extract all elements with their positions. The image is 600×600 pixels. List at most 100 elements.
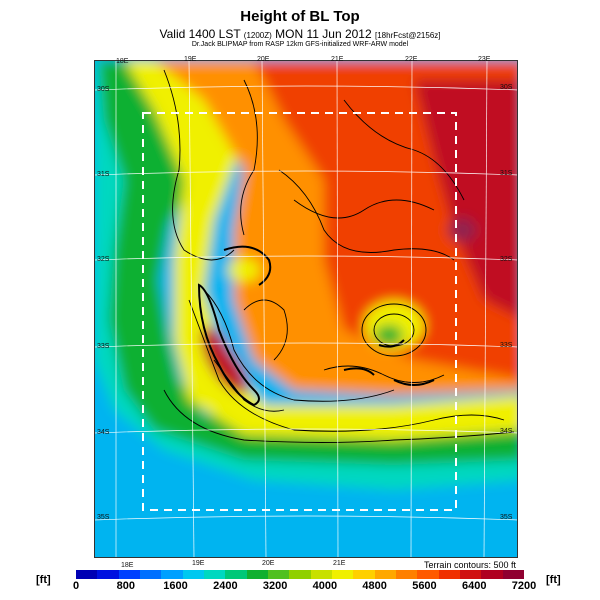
colorbar-swatch bbox=[203, 570, 226, 579]
lon-label-top: 21E bbox=[331, 56, 344, 63]
bold-contour bbox=[197, 283, 260, 407]
bl-low-core bbox=[375, 325, 403, 345]
terrain-contour bbox=[323, 365, 445, 383]
meridian-22e bbox=[410, 60, 413, 558]
lon-label-top: 22E bbox=[405, 56, 418, 63]
lat-label-left: 35S bbox=[97, 514, 110, 521]
lat-lon-grid bbox=[94, 60, 518, 558]
terrain-contour bbox=[293, 199, 435, 219]
chart-title: Height of BL Top bbox=[240, 8, 360, 25]
parallel-32s bbox=[94, 255, 518, 261]
terrain-contour bbox=[243, 299, 288, 361]
model-credit: Dr.Jack BLIPMAP from RASP 12km GFS-initi… bbox=[191, 41, 409, 48]
lat-label-left: 33S bbox=[97, 343, 110, 350]
colorbar-tick-label: 0 bbox=[72, 580, 80, 592]
lon-label-bottom: 19E bbox=[192, 560, 205, 567]
map-canvas bbox=[94, 60, 518, 558]
colorbar-tick-label: 3200 bbox=[262, 580, 288, 592]
parallel-33s bbox=[94, 342, 518, 348]
lon-label-top: 20E bbox=[257, 56, 270, 63]
lat-label-left: 34S bbox=[97, 429, 110, 436]
colorbar-swatch bbox=[481, 570, 503, 579]
bold-contour bbox=[378, 339, 405, 348]
colorbar-swatch bbox=[374, 570, 396, 579]
colorbar-swatch bbox=[246, 570, 268, 579]
lat-label-right: 34S bbox=[500, 428, 513, 435]
bl-max-zone bbox=[414, 80, 518, 317]
colorbar-tick-label: 7200 bbox=[511, 580, 537, 592]
valid-date: MON 11 Jun 2012 bbox=[275, 27, 372, 41]
colorbar-tick-label: 4000 bbox=[312, 580, 338, 592]
colorbar-swatch bbox=[310, 570, 332, 579]
lat-label-right: 35S bbox=[500, 514, 513, 521]
colorbar-tick-label: 5600 bbox=[412, 580, 437, 592]
colorbar-tick-label: 2400 bbox=[213, 580, 238, 592]
lat-label-left: 30S bbox=[97, 86, 110, 93]
bl-inland-max bbox=[201, 327, 247, 395]
colorbar-swatch bbox=[417, 570, 439, 579]
terrain-contour bbox=[361, 303, 427, 357]
lat-label-right: 30S bbox=[500, 84, 513, 91]
unit-label-left: [ft] bbox=[36, 574, 51, 586]
inner-domain-box bbox=[142, 112, 457, 511]
colorbar-swatch bbox=[161, 570, 183, 579]
colorbar-swatch bbox=[395, 570, 418, 579]
valid-time-utc: (1200Z) bbox=[243, 31, 272, 40]
bold-contour bbox=[343, 367, 375, 376]
bl-low-pocket-1 bbox=[228, 258, 260, 282]
colorbar-swatch bbox=[353, 570, 375, 579]
lat-label-left: 32S bbox=[97, 256, 110, 263]
colorbar-swatch bbox=[459, 570, 482, 579]
lon-label-bottom: 18E bbox=[121, 562, 134, 569]
colorbar-swatch bbox=[267, 570, 290, 579]
lon-label-top: 23E bbox=[478, 56, 491, 63]
colorbar-swatch bbox=[438, 570, 460, 579]
meridian-21e bbox=[336, 60, 339, 558]
colorbar-swatch bbox=[331, 570, 354, 579]
colorbar-tick-label: 4800 bbox=[362, 580, 387, 592]
terrain-contour bbox=[163, 389, 515, 443]
bold-contour bbox=[223, 245, 272, 286]
meridian-19e bbox=[188, 60, 195, 558]
lat-label-right: 31S bbox=[500, 170, 513, 177]
meridian-23e bbox=[483, 60, 488, 558]
colorbar-tick-label: 6400 bbox=[461, 580, 487, 592]
meridian-20e bbox=[261, 60, 267, 558]
bold-contours bbox=[197, 245, 435, 407]
terrain-contour bbox=[343, 99, 465, 201]
parallel-30s bbox=[94, 85, 518, 91]
colorbar-swatch bbox=[76, 570, 98, 579]
colorbar-swatch bbox=[289, 570, 311, 579]
colorbar-swatch bbox=[97, 570, 119, 579]
parallel-34s bbox=[94, 428, 518, 434]
valid-time: Valid 1400 LST (1200Z) MON 11 Jun 2012 [… bbox=[0, 27, 600, 41]
bl-peak bbox=[448, 218, 476, 242]
terrain-contour bbox=[203, 289, 395, 402]
lat-label-left: 31S bbox=[97, 171, 110, 178]
lon-label-bottom: 21E bbox=[333, 560, 346, 567]
colorbar-swatch bbox=[225, 570, 247, 579]
lon-label-top: 18E bbox=[116, 58, 129, 65]
lat-label-right: 32S bbox=[500, 256, 513, 263]
colorbar-swatch bbox=[118, 570, 140, 579]
parallel-35s bbox=[94, 515, 518, 521]
colorbar bbox=[76, 570, 524, 579]
unit-label-right: [ft] bbox=[546, 574, 561, 586]
terrain-contour-note: Terrain contours: 500 ft bbox=[423, 560, 516, 570]
colorbar-tick-label: 800 bbox=[116, 580, 135, 592]
map-frame bbox=[94, 60, 518, 558]
colorbar-swatch bbox=[139, 570, 162, 579]
terrain-contour bbox=[188, 299, 505, 432]
colorbar-swatch bbox=[182, 570, 204, 579]
land-mid bbox=[124, 60, 518, 440]
lat-label-right: 33S bbox=[500, 342, 513, 349]
bold-contour bbox=[393, 379, 435, 386]
lon-label-top: 19E bbox=[184, 56, 197, 63]
colorbar-tick-label: 1600 bbox=[163, 580, 188, 592]
colorbar-swatch bbox=[502, 570, 524, 579]
valid-time-main: Valid 1400 LST bbox=[159, 27, 241, 41]
parallel-31s bbox=[94, 170, 518, 176]
forecast-tag: [18hrFcst@2156z] bbox=[375, 31, 441, 40]
lon-label-bottom: 20E bbox=[262, 560, 275, 567]
terrain-contour bbox=[278, 169, 455, 261]
